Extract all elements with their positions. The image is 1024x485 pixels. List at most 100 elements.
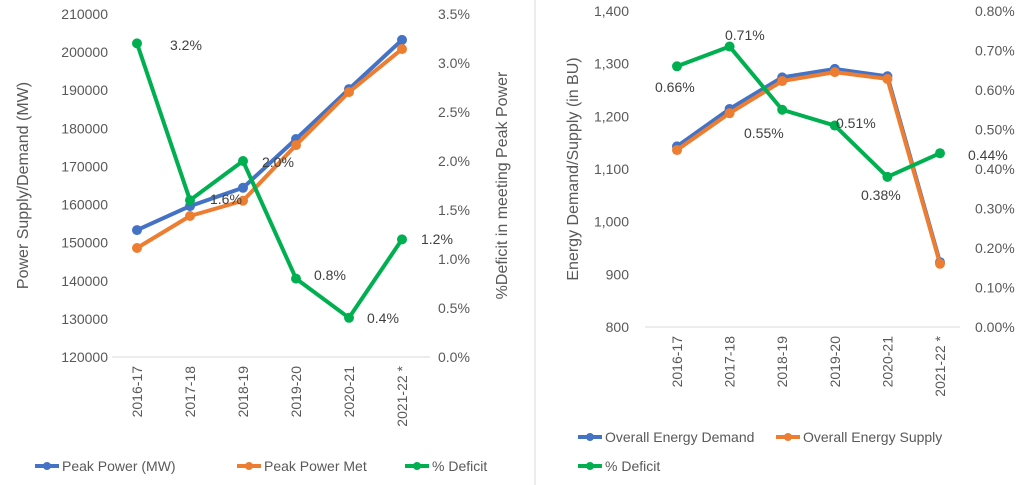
- legend-label: % Deficit: [605, 458, 660, 474]
- legend-label: % Deficit: [432, 458, 487, 474]
- series-line: [135, 42, 404, 320]
- legend-marker-icon: [586, 462, 594, 470]
- data-point: [397, 34, 407, 45]
- data-point: [238, 182, 248, 193]
- legend-marker-icon: [784, 433, 792, 441]
- data-point: [132, 38, 142, 49]
- x-tick-label: 2016-17: [129, 366, 145, 418]
- y2-tick-label: 0.0%: [438, 349, 470, 365]
- y2-tick-label: 2.0%: [438, 153, 470, 169]
- legend-marker-icon: [43, 462, 51, 470]
- x-tick-label: 2019-20: [827, 336, 843, 388]
- y2-tick-label: 3.0%: [438, 55, 470, 71]
- data-label: 3.2%: [170, 37, 202, 53]
- y2-axis-title: %Deficit in meeting Peak Power: [494, 71, 511, 299]
- y-tick-label: 150000: [61, 235, 108, 251]
- x-tick-label: 2017-18: [722, 336, 738, 388]
- legend-marker-icon: [586, 433, 594, 441]
- legend-label: Peak Power (MW): [62, 458, 176, 474]
- x-tick-label: 2018-19: [235, 366, 251, 418]
- y2-tick-label: 0.60%: [975, 82, 1015, 98]
- legend-marker-icon: [245, 462, 253, 470]
- y-axis-title: Energy Demand/Supply (in BU): [565, 57, 582, 280]
- data-point: [185, 210, 195, 221]
- y2-tick-label: 0.00%: [975, 319, 1015, 335]
- y2-tick-label: 0.80%: [975, 3, 1015, 19]
- data-point: [291, 140, 301, 151]
- y-tick-label: 1,300: [594, 56, 629, 72]
- data-point: [724, 108, 735, 119]
- data-point: [291, 273, 301, 284]
- y-tick-label: 130000: [61, 311, 108, 327]
- series-line: [675, 66, 942, 263]
- data-label: 0.44%: [968, 147, 1008, 163]
- chart-1: 120000 130000 140000 150000 160000 170000 1800…: [15, 6, 511, 474]
- legend-label: Peak Power Met: [264, 458, 367, 474]
- series--deficit: 3.2% 1.6% 2.0% 0.8% 0.4% 1.2%: [132, 37, 453, 326]
- series--deficit: 0.66% 0.71% 0.55% 0.51% 0.38% 0.44%: [655, 27, 1008, 203]
- series-peak-power-mw-: [132, 34, 407, 236]
- y2-tick-label: 0.10%: [975, 280, 1015, 296]
- data-label: 1.2%: [421, 231, 453, 247]
- y-tick-label: 140000: [61, 273, 108, 289]
- legend-item[interactable]: Overall Energy Supply: [776, 429, 942, 445]
- y-tick-label: 180000: [61, 120, 108, 136]
- legend-item[interactable]: Peak Power Met: [237, 458, 367, 474]
- y-tick-label: 190000: [61, 82, 108, 98]
- y2-tick-label: 0.50%: [975, 122, 1015, 138]
- data-label: 0.8%: [314, 267, 346, 283]
- data-point: [935, 258, 945, 269]
- y-tick-label: 900: [606, 266, 630, 282]
- data-point: [724, 41, 735, 52]
- series-peak-power-met: [132, 44, 407, 254]
- y2-tick-label: 0.70%: [975, 43, 1015, 59]
- x-tick-label: 2020-21: [879, 336, 895, 388]
- data-point: [882, 171, 893, 182]
- data-point: [397, 44, 407, 55]
- series-overall-energy-supply: [672, 67, 945, 269]
- y-tick-label: 120000: [61, 349, 108, 365]
- legend-label: Overall Energy Demand: [605, 429, 754, 445]
- legend-item[interactable]: % Deficit: [405, 458, 487, 474]
- y-tick-label: 170000: [61, 158, 108, 174]
- y2-tick-label: 0.5%: [438, 300, 470, 316]
- y2-tick-label: 3.5%: [438, 6, 470, 22]
- legend-item[interactable]: Overall Energy Demand: [578, 429, 754, 445]
- y-tick-label: 210000: [61, 6, 108, 22]
- x-tick-label: 2018-19: [774, 336, 790, 388]
- data-label: 2.0%: [262, 154, 294, 170]
- data-label: 0.51%: [836, 115, 876, 131]
- y2-tick-label: 0.30%: [975, 201, 1015, 217]
- x-tick-label: 2021-22 *: [932, 335, 948, 396]
- data-point: [935, 148, 945, 159]
- series-overall-energy-demand: [672, 63, 945, 268]
- y2-tick-label: 1.0%: [438, 251, 470, 267]
- data-point: [777, 76, 788, 87]
- series-line: [676, 44, 941, 179]
- series-line: [136, 38, 404, 232]
- chart-2: 800 900 1,000 1,100 1,200 1,300 1,400 0.00% 0.10…: [565, 3, 1015, 474]
- legend-label: Overall Energy Supply: [803, 429, 942, 445]
- y-tick-label: 160000: [61, 197, 108, 213]
- y2-tick-label: 1.5%: [438, 202, 470, 218]
- data-point: [829, 67, 840, 78]
- legend-item[interactable]: Peak Power (MW): [35, 458, 176, 474]
- data-label: 0.71%: [725, 27, 765, 43]
- x-tick-label: 2021-22 *: [394, 365, 410, 426]
- y-axis-title: Power Supply/Demand (MW): [15, 82, 32, 289]
- y-tick-label: 200000: [61, 44, 108, 60]
- data-point: [344, 312, 354, 323]
- data-point: [238, 156, 248, 166]
- x-tick-label: 2019-20: [288, 366, 304, 418]
- data-point: [238, 195, 248, 206]
- data-label: 0.66%: [655, 79, 695, 95]
- data-label: 1.6%: [210, 191, 242, 207]
- x-tick-label: 2016-17: [669, 336, 685, 388]
- data-point: [672, 145, 682, 156]
- data-point: [397, 234, 407, 245]
- y2-tick-label: 2.5%: [438, 104, 470, 120]
- legend-item[interactable]: % Deficit: [578, 458, 660, 474]
- y-tick-label: 1,400: [594, 3, 629, 19]
- data-point: [777, 104, 788, 115]
